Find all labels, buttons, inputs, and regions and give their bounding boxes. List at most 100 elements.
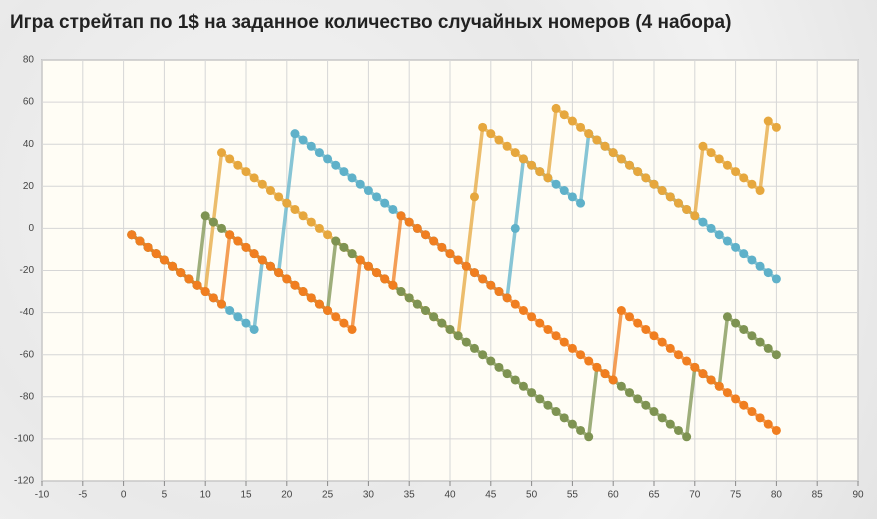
data-point	[535, 318, 545, 328]
data-point	[445, 249, 455, 259]
data-point	[290, 129, 300, 139]
data-point	[331, 160, 341, 170]
data-point	[339, 167, 349, 177]
data-point	[290, 280, 300, 290]
data-point	[731, 242, 741, 252]
data-point	[478, 350, 488, 360]
data-point	[127, 230, 137, 240]
data-point	[437, 242, 447, 252]
x-tick-label: 55	[567, 490, 579, 501]
data-point	[314, 299, 324, 309]
y-tick-label: -100	[14, 434, 34, 445]
data-point	[421, 230, 431, 240]
data-point	[323, 154, 333, 164]
data-point	[233, 236, 243, 246]
data-point	[633, 394, 643, 404]
data-point	[412, 223, 422, 233]
data-point	[469, 268, 479, 278]
data-point	[690, 362, 700, 372]
data-point	[592, 362, 602, 372]
data-point	[567, 343, 577, 353]
data-point	[665, 192, 675, 202]
data-point	[168, 261, 178, 271]
x-tick-label: 30	[363, 490, 375, 501]
data-point	[527, 312, 537, 322]
data-point	[217, 299, 227, 309]
data-point	[347, 173, 357, 183]
data-point	[249, 324, 259, 334]
data-point	[567, 419, 577, 429]
data-point	[576, 198, 586, 208]
data-point	[559, 337, 569, 347]
data-point	[690, 211, 700, 221]
data-point	[372, 268, 382, 278]
data-point	[306, 217, 316, 227]
x-tick-label: 0	[121, 490, 127, 501]
data-point	[567, 192, 577, 202]
data-point	[208, 217, 218, 227]
data-point	[282, 274, 292, 284]
data-point	[551, 331, 561, 341]
data-point	[551, 103, 561, 113]
data-point	[225, 230, 235, 240]
data-point	[649, 407, 659, 417]
data-point	[176, 268, 186, 278]
x-tick-label: 70	[689, 490, 701, 501]
data-point	[380, 274, 390, 284]
x-tick-label: 80	[771, 490, 783, 501]
x-tick-label: 35	[404, 490, 416, 501]
data-point	[274, 268, 284, 278]
data-point	[494, 362, 504, 372]
data-point	[233, 160, 243, 170]
data-point	[518, 305, 528, 315]
data-point	[755, 413, 765, 423]
x-tick-label: -10	[35, 490, 50, 501]
data-point	[747, 179, 757, 189]
data-point	[445, 324, 455, 334]
data-point	[388, 280, 398, 290]
data-point	[510, 299, 520, 309]
data-point	[543, 400, 553, 410]
data-point	[192, 280, 202, 290]
data-point	[347, 249, 357, 259]
data-point	[421, 305, 431, 315]
data-point	[625, 160, 635, 170]
x-tick-label: 5	[162, 490, 168, 501]
data-point	[682, 204, 692, 214]
data-point	[739, 249, 749, 259]
data-point	[380, 198, 390, 208]
data-point	[633, 318, 643, 328]
data-point	[698, 369, 708, 379]
data-point	[437, 318, 447, 328]
data-point	[657, 413, 667, 423]
data-point	[755, 337, 765, 347]
data-point	[527, 388, 537, 398]
data-point	[625, 388, 635, 398]
data-point	[331, 312, 341, 322]
data-point	[616, 305, 626, 315]
data-point	[559, 110, 569, 120]
data-point	[527, 160, 537, 170]
x-tick-label: 90	[852, 490, 864, 501]
data-point	[518, 154, 528, 164]
data-point	[510, 148, 520, 158]
data-point	[567, 116, 577, 126]
data-point	[559, 413, 569, 423]
data-point	[306, 293, 316, 303]
data-point	[739, 173, 749, 183]
data-point	[551, 407, 561, 417]
data-point	[649, 179, 659, 189]
data-point	[339, 318, 349, 328]
data-point	[298, 211, 308, 221]
data-point	[404, 217, 414, 227]
data-point	[698, 217, 708, 227]
data-point	[673, 350, 683, 360]
data-point	[249, 249, 259, 259]
x-tick-label: 25	[322, 490, 334, 501]
data-point	[584, 129, 594, 139]
data-point	[763, 116, 773, 126]
data-point	[135, 236, 145, 246]
data-point	[641, 400, 651, 410]
chart-title: Игра стрейтап по 1$ на заданное количест…	[10, 12, 732, 33]
data-point	[592, 135, 602, 145]
